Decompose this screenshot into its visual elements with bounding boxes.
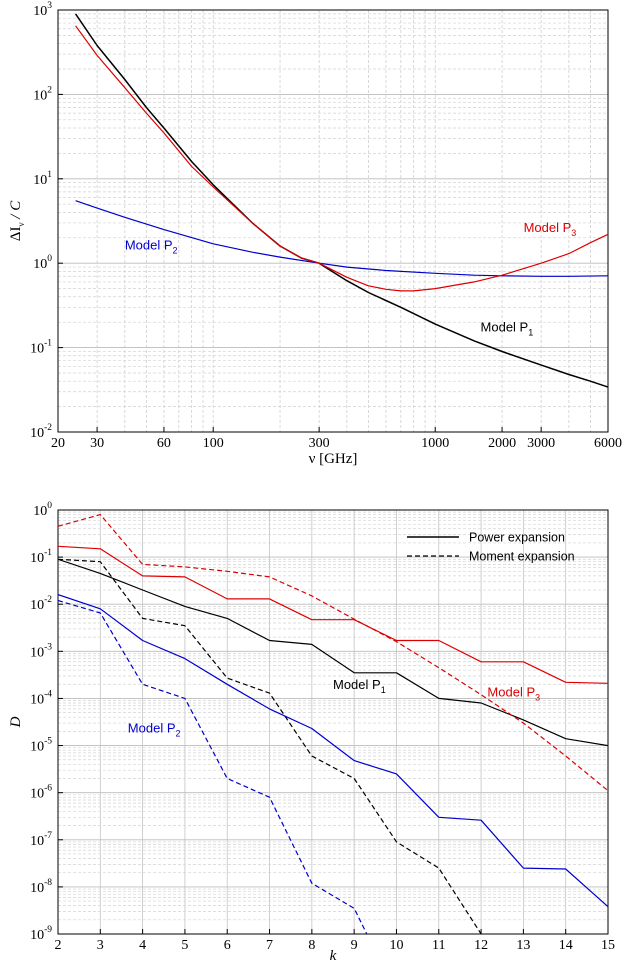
- legend-label: Moment expansion: [469, 550, 575, 564]
- y-tick-label: 10-1: [30, 339, 52, 357]
- label-model-p2-top: Model P2: [125, 238, 178, 256]
- y-tick-label: 102: [33, 85, 52, 103]
- top-y-axis-label: ΔIν / C: [8, 200, 26, 241]
- x-tick-label: 6: [224, 938, 231, 953]
- y-tick-label: 101: [33, 170, 52, 188]
- x-tick-label: 13: [516, 938, 530, 953]
- bottom-chart: 2 3 4 5 6 7 8 9 10 11 12 13 14 15 10-9 10-8 10-7 10-6 10-5…: [8, 501, 615, 960]
- x-tick-label: 20: [51, 436, 65, 451]
- x-tick-label: 12: [474, 938, 488, 953]
- y-tick-label: 10-9: [30, 925, 52, 943]
- x-tick-label: 15: [601, 938, 615, 953]
- y-tick-label: 10-1: [30, 548, 52, 566]
- bottom-plot-frame: [57, 509, 609, 935]
- x-tick-label: 14: [559, 938, 573, 953]
- bottom-series-1: [58, 558, 608, 747]
- bottom-x-axis-label: k: [330, 948, 337, 960]
- x-tick-label: 3: [97, 938, 104, 953]
- x-tick-label: 60: [157, 436, 171, 451]
- x-tick-label: 3000: [527, 436, 555, 451]
- top-x-axis-label: ν [GHz]: [309, 451, 358, 467]
- y-tick-label: 10-2: [30, 423, 52, 441]
- y-tick-label: 10-8: [30, 878, 52, 896]
- x-tick-label: 7: [266, 938, 273, 953]
- x-tick-label: 11: [432, 938, 445, 953]
- y-tick-label: 103: [33, 1, 52, 19]
- bottom-chart-grid: [58, 510, 608, 935]
- y-tick-label: 10-7: [30, 831, 52, 849]
- y-tick-label: 10-4: [30, 689, 52, 707]
- x-tick-label: 8: [308, 938, 315, 953]
- label-model-p3-top: Model P3: [524, 220, 577, 238]
- y-tick-label: 10-2: [30, 595, 52, 613]
- top-plot-frame: [57, 9, 609, 433]
- y-tick-label: 100: [33, 501, 52, 519]
- top-chart-grid: [58, 10, 608, 433]
- x-tick-label: 5: [181, 938, 188, 953]
- bottom-y-axis-label: D: [8, 716, 24, 728]
- x-tick-label: 10: [389, 938, 403, 953]
- bottom-series-5: [58, 545, 608, 684]
- y-tick-label: 10-3: [30, 642, 52, 660]
- bottom-series-6: [58, 514, 608, 792]
- legend-label: Power expansion: [469, 531, 565, 545]
- y-tick-label: 100: [33, 254, 52, 272]
- label-model-p1-top: Model P1: [481, 320, 534, 338]
- x-tick-label: 1000: [421, 436, 449, 451]
- x-tick-label: 4: [139, 938, 146, 953]
- x-tick-label: 30: [90, 436, 104, 451]
- bottom-series-group: [58, 514, 608, 934]
- x-tick-label: 300: [309, 436, 330, 451]
- top-series-2: [75, 200, 609, 277]
- bottom-series-3: [58, 594, 608, 908]
- top-chart: 20 30 60 100 300 1000 2000 3000 6000 10-2 10-1 100 1…: [8, 1, 622, 467]
- label-model-p3-bottom: Model P3: [487, 684, 540, 702]
- y-tick-label: 10-5: [30, 737, 52, 755]
- legend: Power expansion Moment expansion: [407, 531, 575, 564]
- label-model-p2-bottom: Model P2: [128, 720, 181, 738]
- x-tick-label: 2: [55, 938, 62, 953]
- x-tick-label: 6000: [594, 436, 622, 451]
- y-tick-label: 10-6: [30, 784, 52, 802]
- label-model-p1-bottom: Model P1: [333, 677, 386, 695]
- x-tick-label: 9: [351, 938, 358, 953]
- top-series-3: [75, 25, 609, 292]
- x-tick-label: 100: [203, 436, 224, 451]
- x-tick-label: 2000: [488, 436, 516, 451]
- bottom-series-2: [58, 558, 482, 934]
